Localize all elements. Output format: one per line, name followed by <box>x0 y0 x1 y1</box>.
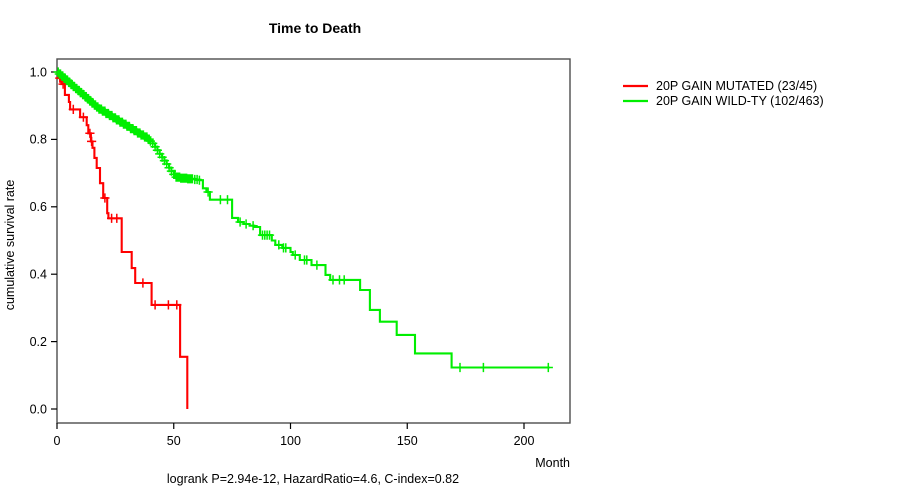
legend-label-wildtype: 20P GAIN WILD-TY (102/463) <box>656 94 824 108</box>
y-axis-label: cumulative survival rate <box>3 180 17 311</box>
y-tick-label: 1.0 <box>30 65 47 79</box>
x-tick-label: 50 <box>167 434 181 448</box>
x-tick-label: 200 <box>514 434 535 448</box>
x-tick-label: 100 <box>280 434 301 448</box>
y-tick-label: 0.2 <box>30 335 47 349</box>
axes: 0 50 100 150 200 0.0 0.2 0.4 0.6 0.8 1.0 <box>30 65 535 448</box>
x-axis-label: Month <box>535 456 570 470</box>
censor-marks-mutated <box>55 73 182 310</box>
chart-title: Time to Death <box>269 20 361 36</box>
survival-curve-mutated <box>57 70 189 409</box>
y-tick-label: 0.8 <box>30 133 47 147</box>
y-tick-label: 0.6 <box>30 200 47 214</box>
x-tick-label: 0 <box>54 434 61 448</box>
stats-annotation: logrank P=2.94e-12, HazardRatio=4.6, C-i… <box>167 472 459 486</box>
plot-area-border <box>56 58 571 424</box>
x-tick-label: 150 <box>397 434 418 448</box>
y-tick-label: 0.4 <box>30 268 47 282</box>
y-tick-label: 0.0 <box>30 402 47 416</box>
survival-curve-wildtype <box>57 70 550 369</box>
legend-label-mutated: 20P GAIN MUTATED (23/45) <box>656 79 817 93</box>
legend: 20P GAIN MUTATED (23/45) 20P GAIN WILD-T… <box>623 79 824 108</box>
censor-marks-wildtype <box>53 67 553 373</box>
series-curves <box>53 67 553 409</box>
